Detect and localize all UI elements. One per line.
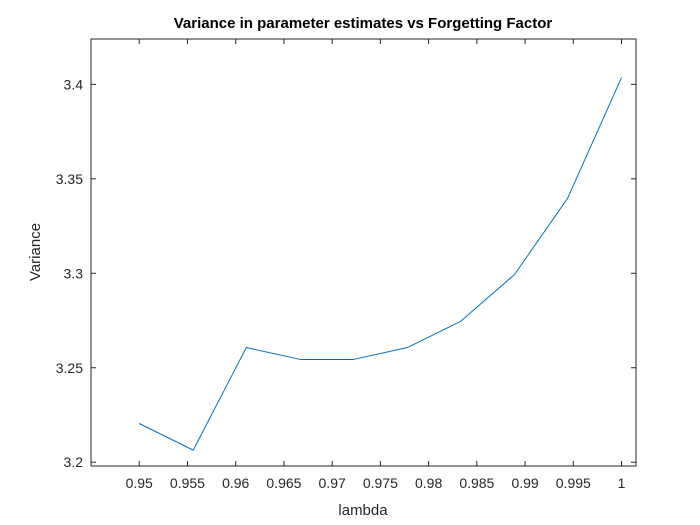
x-tick-label: 0.985 bbox=[459, 475, 494, 491]
y-axis-label: Variance bbox=[27, 223, 44, 281]
y-tick-label: 3.3 bbox=[64, 265, 84, 281]
axis-ticks: 0.95 0.955 0.96 0.965 0.97 0.975 0.98 0.985 0.99… bbox=[56, 39, 636, 491]
x-tick-label: 0.96 bbox=[222, 475, 249, 491]
x-tick-label: 0.965 bbox=[266, 475, 301, 491]
series-line-1 bbox=[139, 77, 622, 451]
x-tick-label: 0.99 bbox=[511, 475, 538, 491]
plot-area bbox=[90, 38, 637, 467]
x-tick-label: 0.955 bbox=[170, 475, 205, 491]
y-tick-label: 3.4 bbox=[64, 76, 84, 92]
y-tick-label: 3.25 bbox=[56, 360, 83, 376]
x-tick-label: 1 bbox=[618, 475, 626, 491]
x-tick-label: 0.97 bbox=[319, 475, 346, 491]
y-tick-label: 3.35 bbox=[56, 171, 83, 187]
x-axis-label: lambda bbox=[338, 502, 388, 519]
x-tick-label: 0.95 bbox=[126, 475, 153, 491]
x-tick-label: 0.995 bbox=[556, 475, 591, 491]
series-layer bbox=[139, 77, 622, 451]
x-tick-label: 0.98 bbox=[415, 475, 442, 491]
x-tick-label: 0.975 bbox=[363, 475, 398, 491]
chart-title: Variance in parameter estimates vs Forge… bbox=[174, 15, 553, 32]
y-tick-label: 3.2 bbox=[64, 454, 84, 470]
